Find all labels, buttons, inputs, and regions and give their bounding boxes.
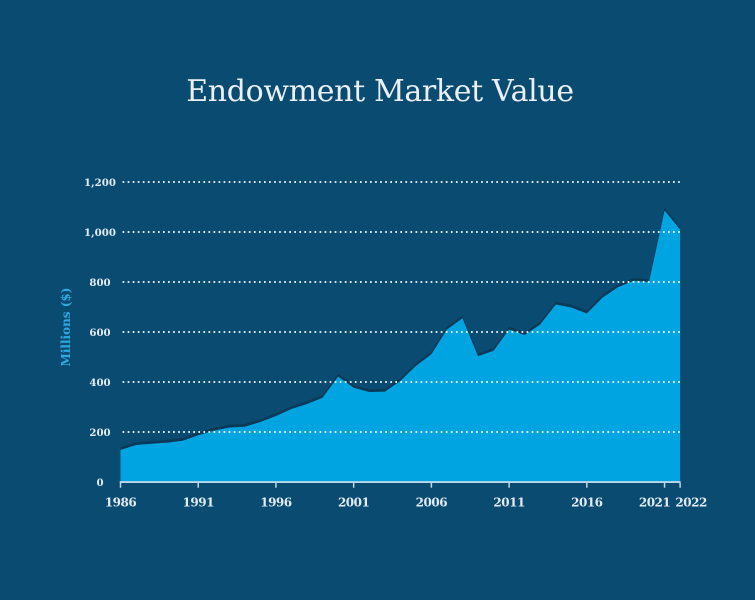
- chart-title: Endowment Market Value: [186, 74, 574, 109]
- x-tick-label-2011: 2011: [493, 496, 525, 510]
- y-tick-label-1000: 1,000: [84, 227, 116, 239]
- x-axis: [119, 481, 681, 488]
- gridlines: [122, 181, 681, 433]
- x-tick-label-1986: 1986: [105, 496, 137, 510]
- y-tick-label-0: 0: [96, 477, 103, 489]
- y-tick-labels: 0 200 400 600 800 1,000 1,200: [84, 177, 116, 489]
- y-axis-title: Millions ($): [59, 288, 73, 367]
- x-tick-label-2016: 2016: [571, 496, 603, 510]
- y-tick-label-400: 400: [89, 377, 110, 389]
- x-tick-label-2021: 2021: [639, 496, 671, 510]
- area-series: [120, 207, 681, 482]
- y-tick-label-1200: 1,200: [84, 177, 116, 189]
- y-tick-label-200: 200: [89, 427, 110, 439]
- x-tick-label-2001: 2001: [338, 496, 370, 510]
- y-tick-label-600: 600: [89, 327, 110, 339]
- area-fill: [120, 210, 681, 482]
- x-tick-labels: 1986 1991 1996 2001 2006 2011 2016 2021 2022: [105, 496, 708, 510]
- x-tick-label-2022: 2022: [675, 496, 707, 510]
- y-tick-label-800: 800: [89, 277, 110, 289]
- x-tick-label-1991: 1991: [183, 496, 215, 510]
- x-tick-label-1996: 1996: [260, 496, 292, 510]
- x-tick-label-2006: 2006: [416, 496, 448, 510]
